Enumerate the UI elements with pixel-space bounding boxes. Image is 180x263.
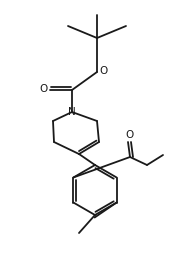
Text: N: N [68, 107, 76, 117]
Text: O: O [99, 66, 107, 76]
Text: O: O [125, 130, 133, 140]
Text: O: O [40, 84, 48, 94]
